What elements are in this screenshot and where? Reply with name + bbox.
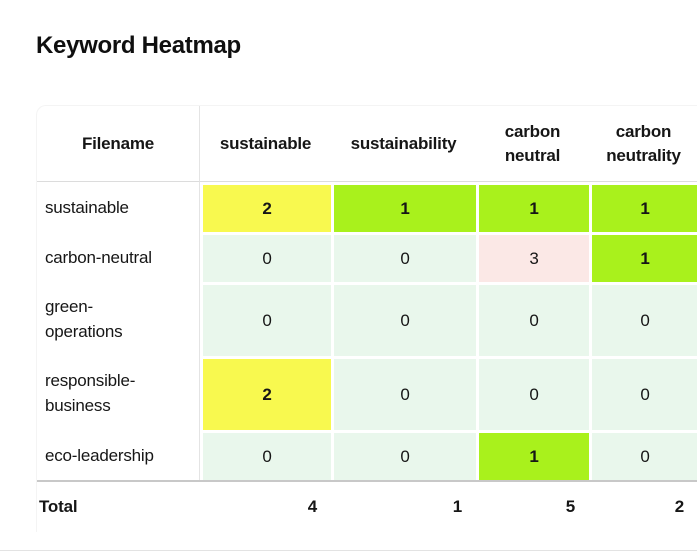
bottom-divider (0, 550, 697, 551)
table-row: responsible-business 2 0 0 0 (37, 356, 697, 430)
heatmap-cell: 3 (476, 232, 589, 282)
heatmap-cell: 0 (476, 356, 589, 430)
heatmap-cell: 0 (331, 356, 476, 430)
heatmap-cell: 0 (589, 430, 697, 480)
heatmap-cell: 1 (589, 232, 697, 282)
column-header-filename: Filename (37, 106, 200, 182)
keyword-heatmap-table: Filename sustainable sustainability carb… (36, 105, 697, 532)
column-header-carbon-neutrality: carbon neutrality (589, 106, 697, 182)
heatmap-cell: 1 (331, 182, 476, 232)
column-header-sustainability: sustainability (331, 106, 476, 182)
column-header-sustainable: sustainable (200, 106, 331, 182)
table-row: carbon-neutral 0 0 3 1 (37, 232, 697, 282)
page-title: Keyword Heatmap (36, 32, 241, 59)
heatmap-cell: 0 (476, 282, 589, 356)
heatmap-cell: 0 (200, 430, 331, 480)
heatmap-cell: 1 (589, 182, 697, 232)
row-label-green-operations: green-operations (37, 282, 200, 356)
heatmap-cell: 1 (476, 182, 589, 232)
total-value: 5 (476, 480, 589, 532)
row-label-eco-leadership: eco-leadership (37, 430, 200, 480)
heatmap-cell: 1 (476, 430, 589, 480)
row-label-sustainable: sustainable (37, 182, 200, 232)
heatmap-cell: 0 (200, 232, 331, 282)
total-value: 2 (589, 480, 697, 532)
column-header-carbon-neutral: carbon neutral (476, 106, 589, 182)
heatmap-cell: 0 (331, 282, 476, 356)
heatmap-cell: 0 (331, 232, 476, 282)
total-value: 1 (331, 480, 476, 532)
total-value: 4 (200, 480, 331, 532)
row-label-carbon-neutral: carbon-neutral (37, 232, 200, 282)
table-row: eco-leadership 0 0 1 0 (37, 430, 697, 480)
heatmap-cell: 0 (589, 356, 697, 430)
heatmap-cell: 0 (589, 282, 697, 356)
header-row: Filename sustainable sustainability carb… (37, 106, 697, 182)
heatmap-cell: 0 (331, 430, 476, 480)
row-label-responsible-business: responsible-business (37, 356, 200, 430)
heatmap-table: Filename sustainable sustainability carb… (37, 106, 697, 532)
table-row: sustainable 2 1 1 1 (37, 182, 697, 232)
heatmap-cell: 2 (200, 182, 331, 232)
heatmap-cell: 0 (200, 282, 331, 356)
table-row: green-operations 0 0 0 0 (37, 282, 697, 356)
total-row: Total 4 1 5 2 (37, 480, 697, 532)
heatmap-cell: 2 (200, 356, 331, 430)
total-label: Total (37, 480, 200, 532)
